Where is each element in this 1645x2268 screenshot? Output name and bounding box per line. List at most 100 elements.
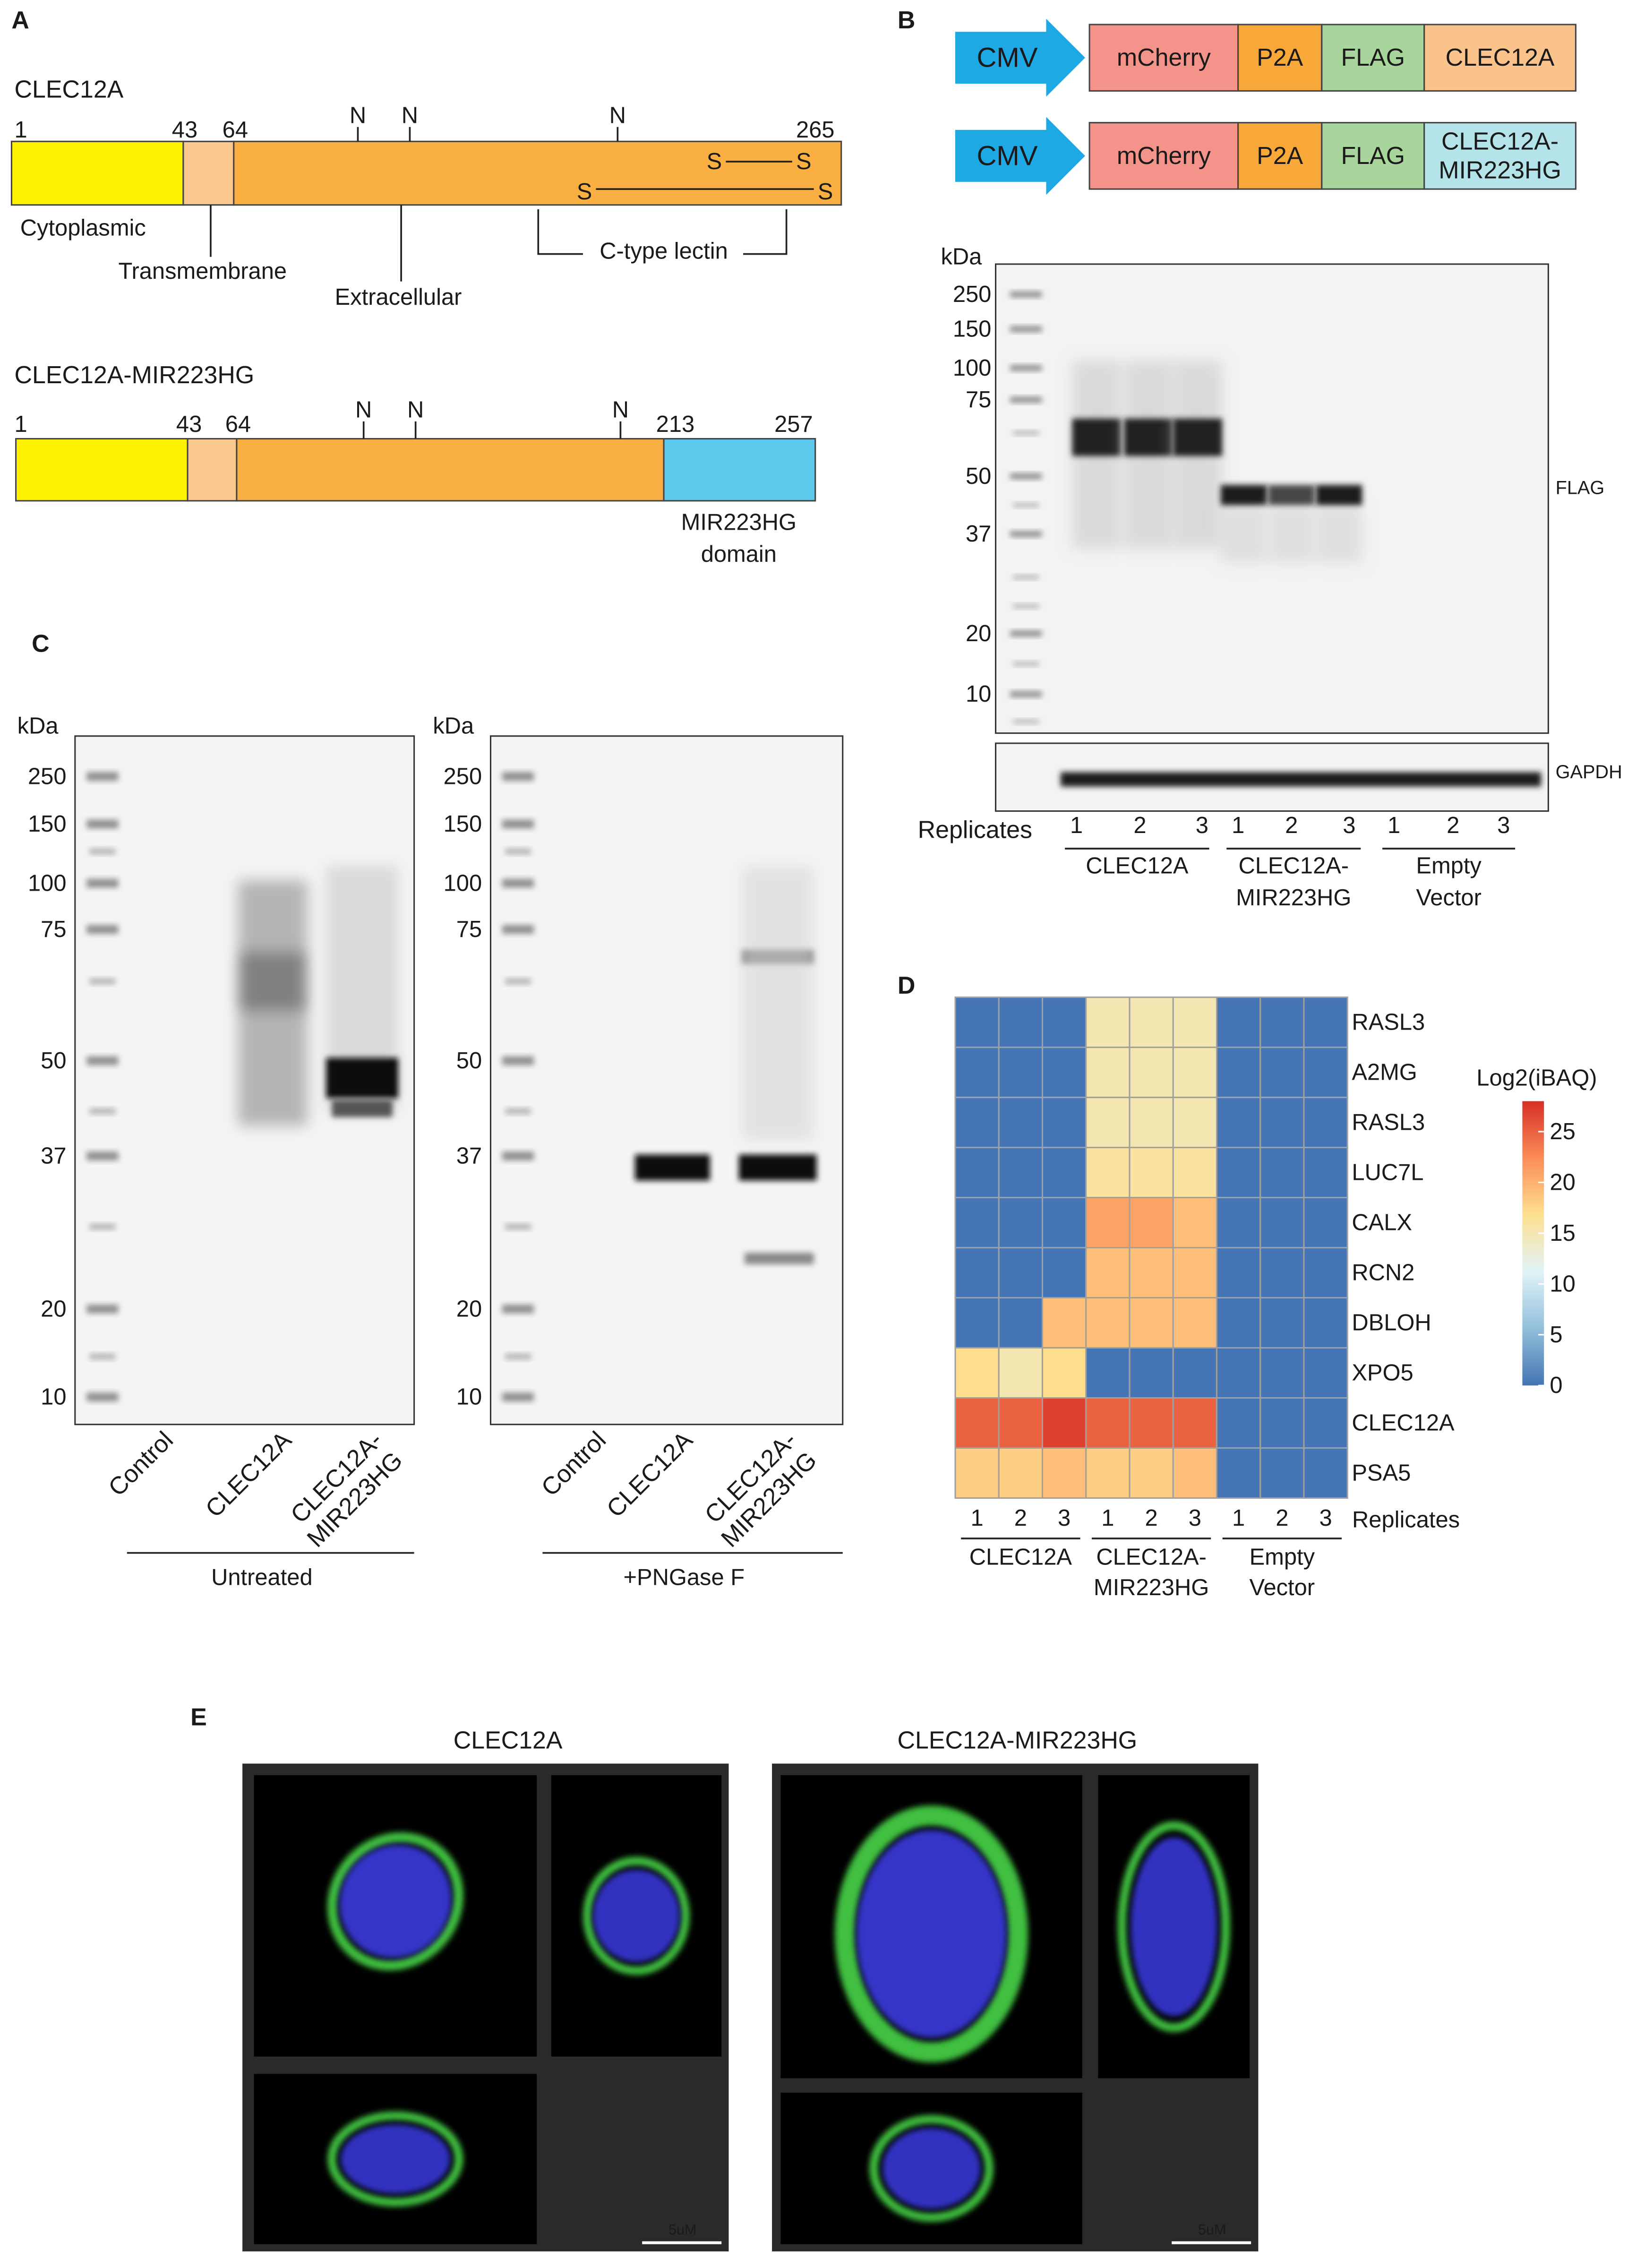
colorbar-tick-label: 20 [1550, 1169, 1575, 1195]
colorbar-tick-label: 5 [1550, 1322, 1562, 1348]
heatmap-cell [1303, 1397, 1348, 1449]
glycosylation-site: N [612, 397, 629, 422]
band [634, 1154, 710, 1181]
construct-part [1321, 24, 1425, 92]
replicate-number: 1 [1232, 813, 1244, 838]
heatmap-cell [1129, 1097, 1174, 1149]
heatmap-cell [1259, 1347, 1305, 1399]
domain-label: MIR223HG [681, 510, 797, 535]
transmembrane-domain [187, 438, 238, 502]
marker-label: 250 [28, 764, 67, 789]
marker-label: 100 [28, 870, 67, 896]
ladder-band [1013, 503, 1039, 507]
colorbar [1522, 1101, 1544, 1386]
panel-label: E [190, 1704, 207, 1731]
ladder-band [86, 1056, 119, 1065]
replicate-number: 3 [1196, 813, 1208, 838]
heatmap-cell [1172, 1247, 1217, 1299]
marker-label: 20 [41, 1296, 66, 1322]
membrane-stain [834, 1805, 1028, 2062]
replicate-number: 1 [1070, 813, 1083, 838]
residue-number: 43 [172, 117, 197, 143]
replicate-number: 2 [1276, 1505, 1288, 1531]
marker-label: 20 [966, 621, 991, 646]
replicate-number: 3 [1497, 813, 1510, 838]
glycosylation-site: N [355, 397, 372, 422]
heatmap-cell [1041, 1347, 1087, 1399]
group-label: CLEC12A [969, 1545, 1072, 1570]
heatmap-cell [1085, 1197, 1131, 1249]
group-label: MIR223HG [1236, 885, 1351, 911]
region-label: Cytoplasmic [20, 215, 146, 241]
treatment-label: Untreated [211, 1564, 313, 1590]
band [1124, 418, 1174, 456]
ladder-band [505, 1354, 531, 1360]
ladder-band [1010, 691, 1042, 697]
ladder-band [89, 1224, 116, 1230]
heatmap-cell [1085, 1397, 1131, 1449]
panel-label: C [32, 630, 49, 657]
replicate-number: 3 [1189, 1505, 1201, 1531]
heatmap-cell [998, 1147, 1044, 1199]
heatmap-cell [1303, 1297, 1348, 1349]
smear [1316, 505, 1362, 563]
unit-label: kDa [17, 713, 59, 739]
heatmap-cell [1172, 1197, 1217, 1249]
construct-part [1237, 122, 1323, 190]
heatmap-cell [998, 997, 1044, 1048]
marker-label: 10 [41, 1384, 66, 1410]
heatmap-cell [1172, 1397, 1217, 1449]
ladder-band [502, 1056, 534, 1065]
ladder-band [502, 925, 534, 934]
heatmap-cell [1129, 1147, 1174, 1199]
heatmap-cell [998, 1247, 1044, 1299]
smear [741, 866, 814, 1140]
row-label: RASL3 [1352, 1010, 1425, 1035]
image-title: CLEC12A-MIR223HG [897, 1727, 1137, 1754]
construct-part [1237, 24, 1323, 92]
ladder-band [505, 1224, 531, 1230]
ladder-band [86, 1151, 119, 1160]
heatmap-cell [1216, 1347, 1261, 1399]
heatmap-cell [1259, 1197, 1305, 1249]
group-label: CLEC12A [1086, 853, 1189, 879]
row-label: CLEC12A [1352, 1410, 1455, 1435]
heatmap-cell [954, 1147, 1000, 1199]
replicate-number: 2 [1447, 813, 1459, 838]
heatmap-cell [954, 1347, 1000, 1399]
part-label: FLAG [1341, 142, 1405, 170]
colorbar-title: Log2(iBAQ) [1476, 1065, 1597, 1091]
region-label: C-type lectin [600, 238, 728, 264]
nucleus-stain [340, 2124, 450, 2194]
heatmap-cell [1129, 997, 1174, 1048]
ladder-band [1010, 473, 1042, 480]
heatmap-cell [1041, 1297, 1087, 1349]
ladder-band [502, 879, 534, 888]
heatmap-cell [1129, 1447, 1174, 1499]
treatment-label: +PNGase F [623, 1564, 745, 1590]
heatmap-cell [1216, 1197, 1261, 1249]
replicate-number: 1 [1232, 1505, 1245, 1531]
row-label: XPO5 [1352, 1360, 1413, 1386]
ladder-band [1010, 630, 1042, 636]
band [1072, 418, 1122, 456]
lane-label: CLEC12A [601, 1426, 698, 1522]
heatmap-cell [1259, 1147, 1305, 1199]
replicate-number: 2 [1285, 813, 1298, 838]
heatmap-cell [1259, 997, 1305, 1048]
ladder-band [86, 925, 119, 934]
marker-label: 50 [966, 464, 991, 489]
heatmap-cell [1085, 1247, 1131, 1299]
heatmap-cell [954, 1447, 1000, 1499]
promoter-label: CMV [977, 43, 1038, 73]
replicates-label: Replicates [918, 816, 1032, 843]
membrane-stain [869, 2115, 994, 2222]
band [241, 952, 305, 1011]
group-label: MIR223HG [1094, 1575, 1209, 1600]
marker-label: 75 [41, 917, 66, 942]
marker-label: 37 [41, 1143, 66, 1169]
marker-label: 250 [444, 764, 482, 789]
ladder-band [502, 1392, 534, 1401]
heatmap-cell [1216, 1247, 1261, 1299]
